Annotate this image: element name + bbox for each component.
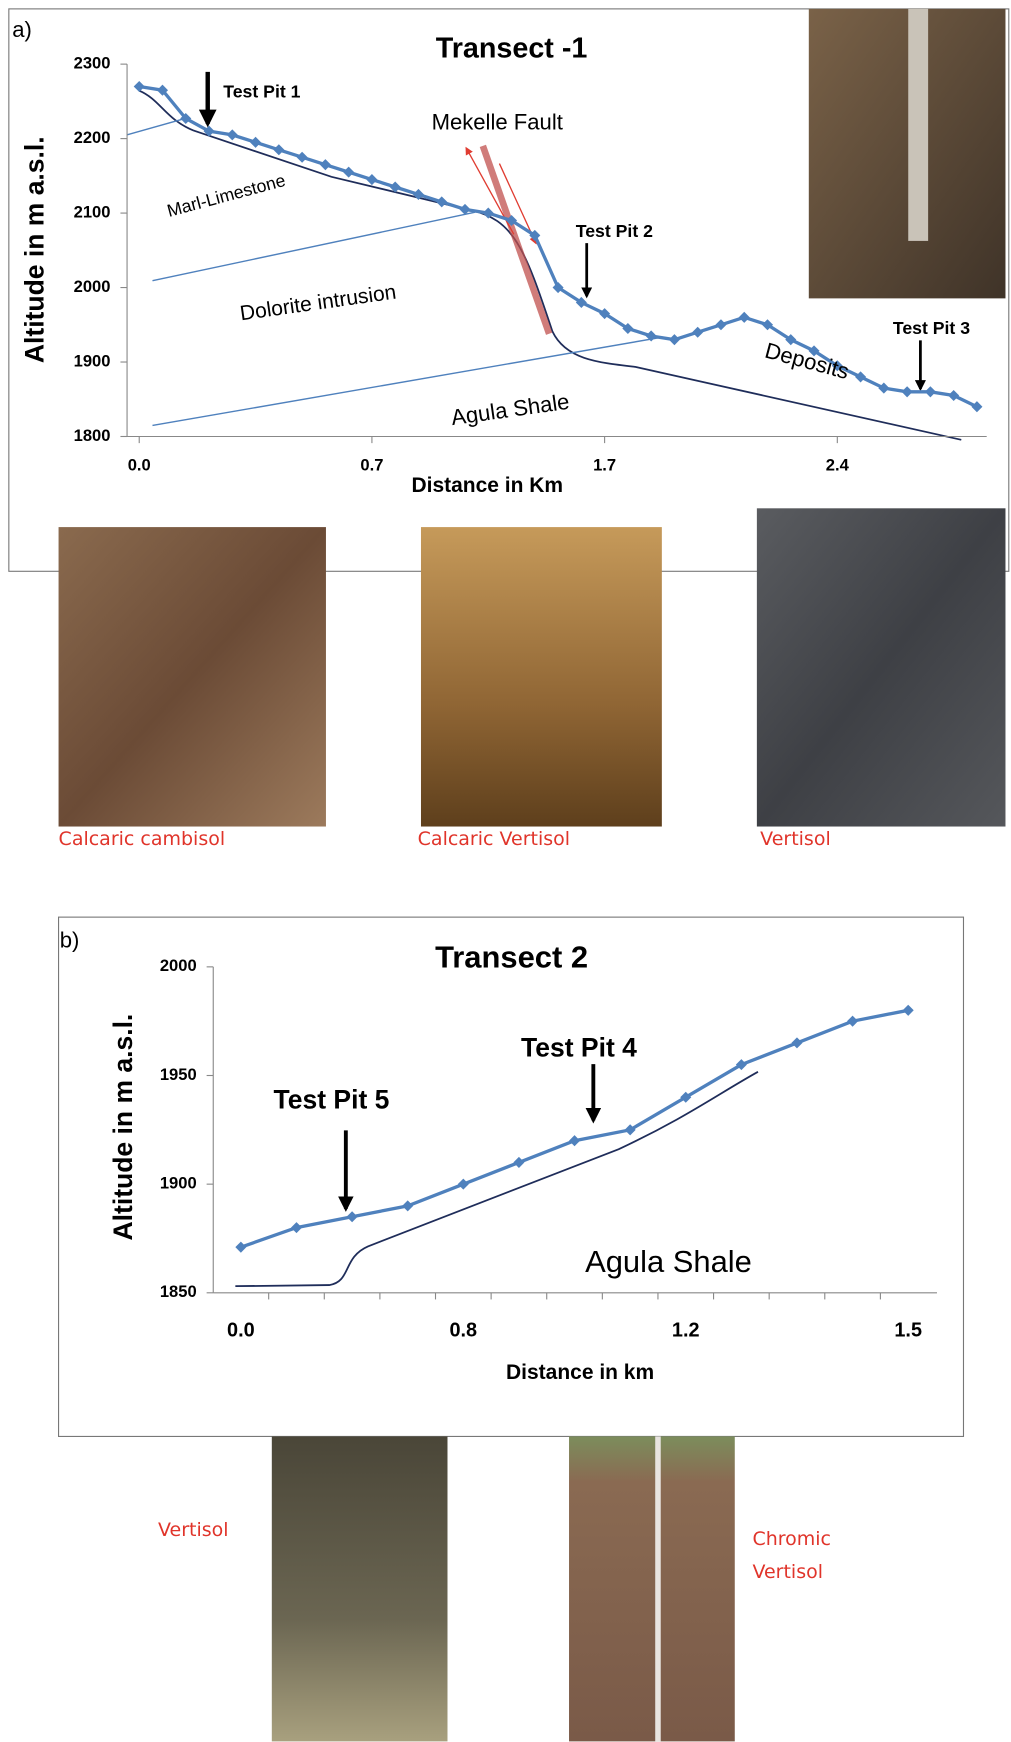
- data-point: [739, 312, 750, 323]
- soil-label: Vertisol: [760, 823, 831, 856]
- data-point: [347, 1211, 358, 1222]
- soil-label: Chromic Vertisol: [752, 1523, 831, 1589]
- x-tick-label: 1.5: [894, 1320, 922, 1342]
- data-point: [250, 137, 261, 148]
- annotation: Mekelle Fault: [432, 110, 563, 135]
- data-point: [971, 401, 982, 412]
- data-point: [458, 1179, 469, 1190]
- photo: [59, 527, 326, 826]
- data-point: [273, 144, 284, 155]
- x-tick-label: 0.8: [449, 1320, 477, 1342]
- data-point: [235, 1242, 246, 1253]
- boundary-line: [152, 337, 662, 425]
- chart-title: Transect -1: [436, 32, 588, 64]
- data-point: [402, 1200, 413, 1211]
- data-point: [513, 1157, 524, 1168]
- annotation: Test Pit 1: [223, 82, 300, 102]
- annotation: Marl-Limestone: [165, 170, 288, 221]
- soil-label: Calcaric Vertisol: [418, 823, 570, 856]
- y-tick-label: 1800: [74, 426, 111, 445]
- panel-label: b): [60, 927, 80, 952]
- x-axis-label: Distance in Km: [411, 474, 563, 497]
- y-tick-label: 2200: [74, 128, 111, 147]
- data-point: [903, 1005, 914, 1016]
- annotation: Deposits: [762, 338, 851, 384]
- soil-label: Vertisol: [158, 1514, 229, 1547]
- data-point: [291, 1222, 302, 1233]
- panel-label: a): [12, 17, 32, 42]
- photo: [569, 1436, 735, 1741]
- photo: [421, 527, 662, 826]
- data-point: [343, 167, 354, 178]
- annotation: Dolorite intrusion: [239, 281, 398, 326]
- data-point: [791, 1037, 802, 1048]
- data-point: [366, 174, 377, 185]
- y-tick-label: 2100: [74, 202, 111, 221]
- data-point: [878, 383, 889, 394]
- data-point: [227, 129, 238, 140]
- data-point: [569, 1135, 580, 1146]
- boundary-line: [152, 212, 475, 281]
- data-point: [948, 390, 959, 401]
- x-tick-label: 0.0: [227, 1320, 255, 1342]
- data-point: [715, 319, 726, 330]
- y-axis-label: Altitude in m a.s.l.: [19, 136, 49, 363]
- y-tick-label: 1850: [160, 1282, 197, 1301]
- photo-ruler: [655, 1436, 661, 1741]
- data-point: [320, 159, 331, 170]
- y-tick-label: 1900: [160, 1174, 197, 1193]
- photo: [272, 1436, 448, 1741]
- data-point: [134, 81, 145, 92]
- data-point: [436, 196, 447, 207]
- data-point: [692, 327, 703, 338]
- figure: 1800 1900 2000 2100 2200 2300 0.0 0.7 1.7 2.4 Tran…: [0, 0, 1011, 1742]
- y-tick-label: 1900: [74, 351, 111, 370]
- fault: [483, 146, 549, 334]
- data-point: [925, 386, 936, 397]
- annotation: Test Pit 5: [274, 1085, 390, 1115]
- y-tick-label: 2300: [74, 54, 111, 73]
- figure-svg: 1800 1900 2000 2100 2200 2300 0.0 0.7 1.7 2.4 Tran…: [0, 0, 1011, 1742]
- data-point: [297, 152, 308, 163]
- y-tick-label: 2000: [160, 956, 197, 975]
- boundary-line: [127, 118, 186, 135]
- x-tick-label: 2.4: [826, 456, 850, 475]
- annotation: Test Pit 3: [893, 318, 970, 338]
- photo: [757, 508, 1006, 826]
- y-axis-label: Altitude in m a.s.l.: [108, 1014, 138, 1241]
- annotation: Agula Shale: [585, 1244, 752, 1279]
- x-tick-label: 0.0: [128, 456, 151, 475]
- data-point: [847, 1016, 858, 1027]
- x-axis-label: Distance in km: [506, 1361, 654, 1384]
- y-tick-label: 2000: [74, 277, 111, 296]
- annotation: Test Pit 2: [576, 221, 653, 241]
- data-point: [855, 371, 866, 382]
- x-tick-label: 0.7: [360, 456, 383, 475]
- x-tick-label: 1.2: [672, 1320, 700, 1342]
- chart-title: Transect 2: [435, 939, 588, 974]
- annotation: Test Pit 4: [521, 1033, 637, 1063]
- soil-label: Calcaric cambisol: [59, 823, 226, 856]
- data-point: [902, 386, 913, 397]
- x-tick-label: 1.7: [593, 456, 616, 475]
- annotation: Agula Shale: [450, 389, 571, 430]
- photo-ruler: [908, 9, 928, 241]
- data-point: [669, 334, 680, 345]
- photo: [809, 9, 1006, 298]
- y-tick-label: 1950: [160, 1065, 197, 1084]
